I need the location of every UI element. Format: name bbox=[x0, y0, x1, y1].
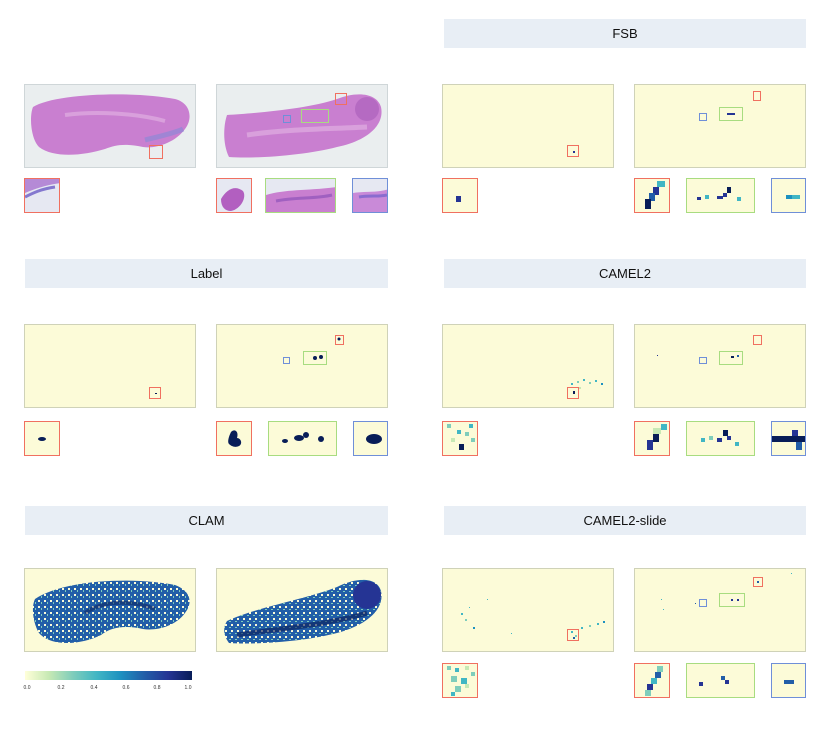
camel2-heatmap-2 bbox=[634, 324, 806, 408]
heat-dot bbox=[573, 151, 575, 153]
camel2-slide-crop-blue bbox=[771, 663, 806, 698]
roi-box-red bbox=[335, 335, 344, 345]
roi-box-red bbox=[149, 387, 161, 399]
camel2-slide-crop-green bbox=[686, 663, 755, 698]
camel2-crop-blue bbox=[771, 421, 806, 456]
roi-box-green bbox=[301, 109, 329, 123]
fsb-crop-green bbox=[686, 178, 755, 213]
camel2-slide-crop-red bbox=[442, 663, 478, 698]
heat-cell bbox=[657, 181, 665, 187]
camel2-crop-green bbox=[686, 421, 755, 456]
heat-cell bbox=[645, 199, 651, 209]
colorbar-tick: 1.0 bbox=[184, 685, 192, 691]
fsb-crop-blue bbox=[771, 178, 806, 213]
heat-cell bbox=[649, 193, 655, 201]
heat-cell bbox=[727, 187, 731, 193]
camel2-heatmap-1 bbox=[442, 324, 614, 408]
label-crop-red bbox=[216, 421, 252, 456]
heat-cell bbox=[717, 196, 723, 199]
fsb-heatmap-1 bbox=[442, 84, 614, 168]
heat-cell bbox=[456, 196, 461, 202]
label-crop-red bbox=[24, 421, 60, 456]
heat-cell bbox=[792, 195, 800, 199]
fsb-crop-red bbox=[634, 178, 670, 213]
camel2-crop-red bbox=[442, 421, 478, 456]
colorbar-tick: 0.8 bbox=[153, 685, 161, 691]
roi-box-red bbox=[335, 93, 347, 105]
header-clam: CLAM bbox=[25, 506, 388, 535]
heat-cell bbox=[786, 195, 792, 199]
he-slide-2 bbox=[216, 84, 388, 168]
heat-cell bbox=[697, 197, 701, 200]
fsb-crop-red bbox=[442, 178, 478, 213]
roi-box-green bbox=[719, 593, 745, 607]
clam-heatmap-2 bbox=[216, 568, 388, 652]
he-crop-red bbox=[24, 178, 60, 213]
roi-box-red bbox=[149, 145, 163, 159]
header-camel2-slide: CAMEL2-slide bbox=[444, 506, 806, 535]
roi-box-red bbox=[567, 145, 579, 157]
roi-box-blue bbox=[283, 357, 290, 364]
roi-box-red bbox=[753, 577, 763, 587]
roi-box-green bbox=[719, 351, 743, 365]
colorbar-tick: 0.4 bbox=[90, 685, 98, 691]
roi-box-green bbox=[303, 351, 327, 365]
label-mask-1 bbox=[24, 324, 196, 408]
roi-box-blue bbox=[699, 357, 707, 364]
roi-box-red bbox=[567, 629, 579, 641]
heat-cell bbox=[653, 187, 659, 195]
heat-cell bbox=[723, 193, 727, 197]
roi-box-green bbox=[719, 107, 743, 121]
colorbar-tick: 0.2 bbox=[57, 685, 65, 691]
he-slide-1 bbox=[24, 84, 196, 168]
heat-cell bbox=[705, 195, 709, 199]
fsb-heatmap-2 bbox=[634, 84, 806, 168]
clam-heatmap-1 bbox=[24, 568, 196, 652]
roi-box-red bbox=[567, 387, 579, 399]
camel2-slide-crop-red bbox=[634, 663, 670, 698]
he-crop-blue bbox=[352, 178, 388, 213]
mask-dot bbox=[155, 393, 157, 394]
colorbar bbox=[25, 671, 192, 680]
header-camel2: CAMEL2 bbox=[444, 259, 806, 288]
camel2-slide-heatmap-2 bbox=[634, 568, 806, 652]
label-crop-green bbox=[268, 421, 337, 456]
roi-box-blue bbox=[699, 113, 707, 121]
label-crop-blue bbox=[353, 421, 388, 456]
camel2-slide-heatmap-1 bbox=[442, 568, 614, 652]
roi-box-blue bbox=[283, 115, 291, 123]
he-crop-green bbox=[265, 178, 336, 213]
colorbar-tick: 0.6 bbox=[122, 685, 130, 691]
he-crop-red bbox=[216, 178, 252, 213]
heat-cell bbox=[737, 197, 741, 201]
header-fsb: FSB bbox=[444, 19, 806, 48]
colorbar-tick: 0.0 bbox=[23, 685, 31, 691]
header-label: Label bbox=[25, 259, 388, 288]
camel2-crop-red bbox=[634, 421, 670, 456]
roi-box-blue bbox=[699, 599, 707, 607]
label-mask-2 bbox=[216, 324, 388, 408]
roi-box-red bbox=[753, 91, 761, 101]
heat-dot bbox=[727, 113, 735, 115]
roi-box-red bbox=[753, 335, 762, 345]
